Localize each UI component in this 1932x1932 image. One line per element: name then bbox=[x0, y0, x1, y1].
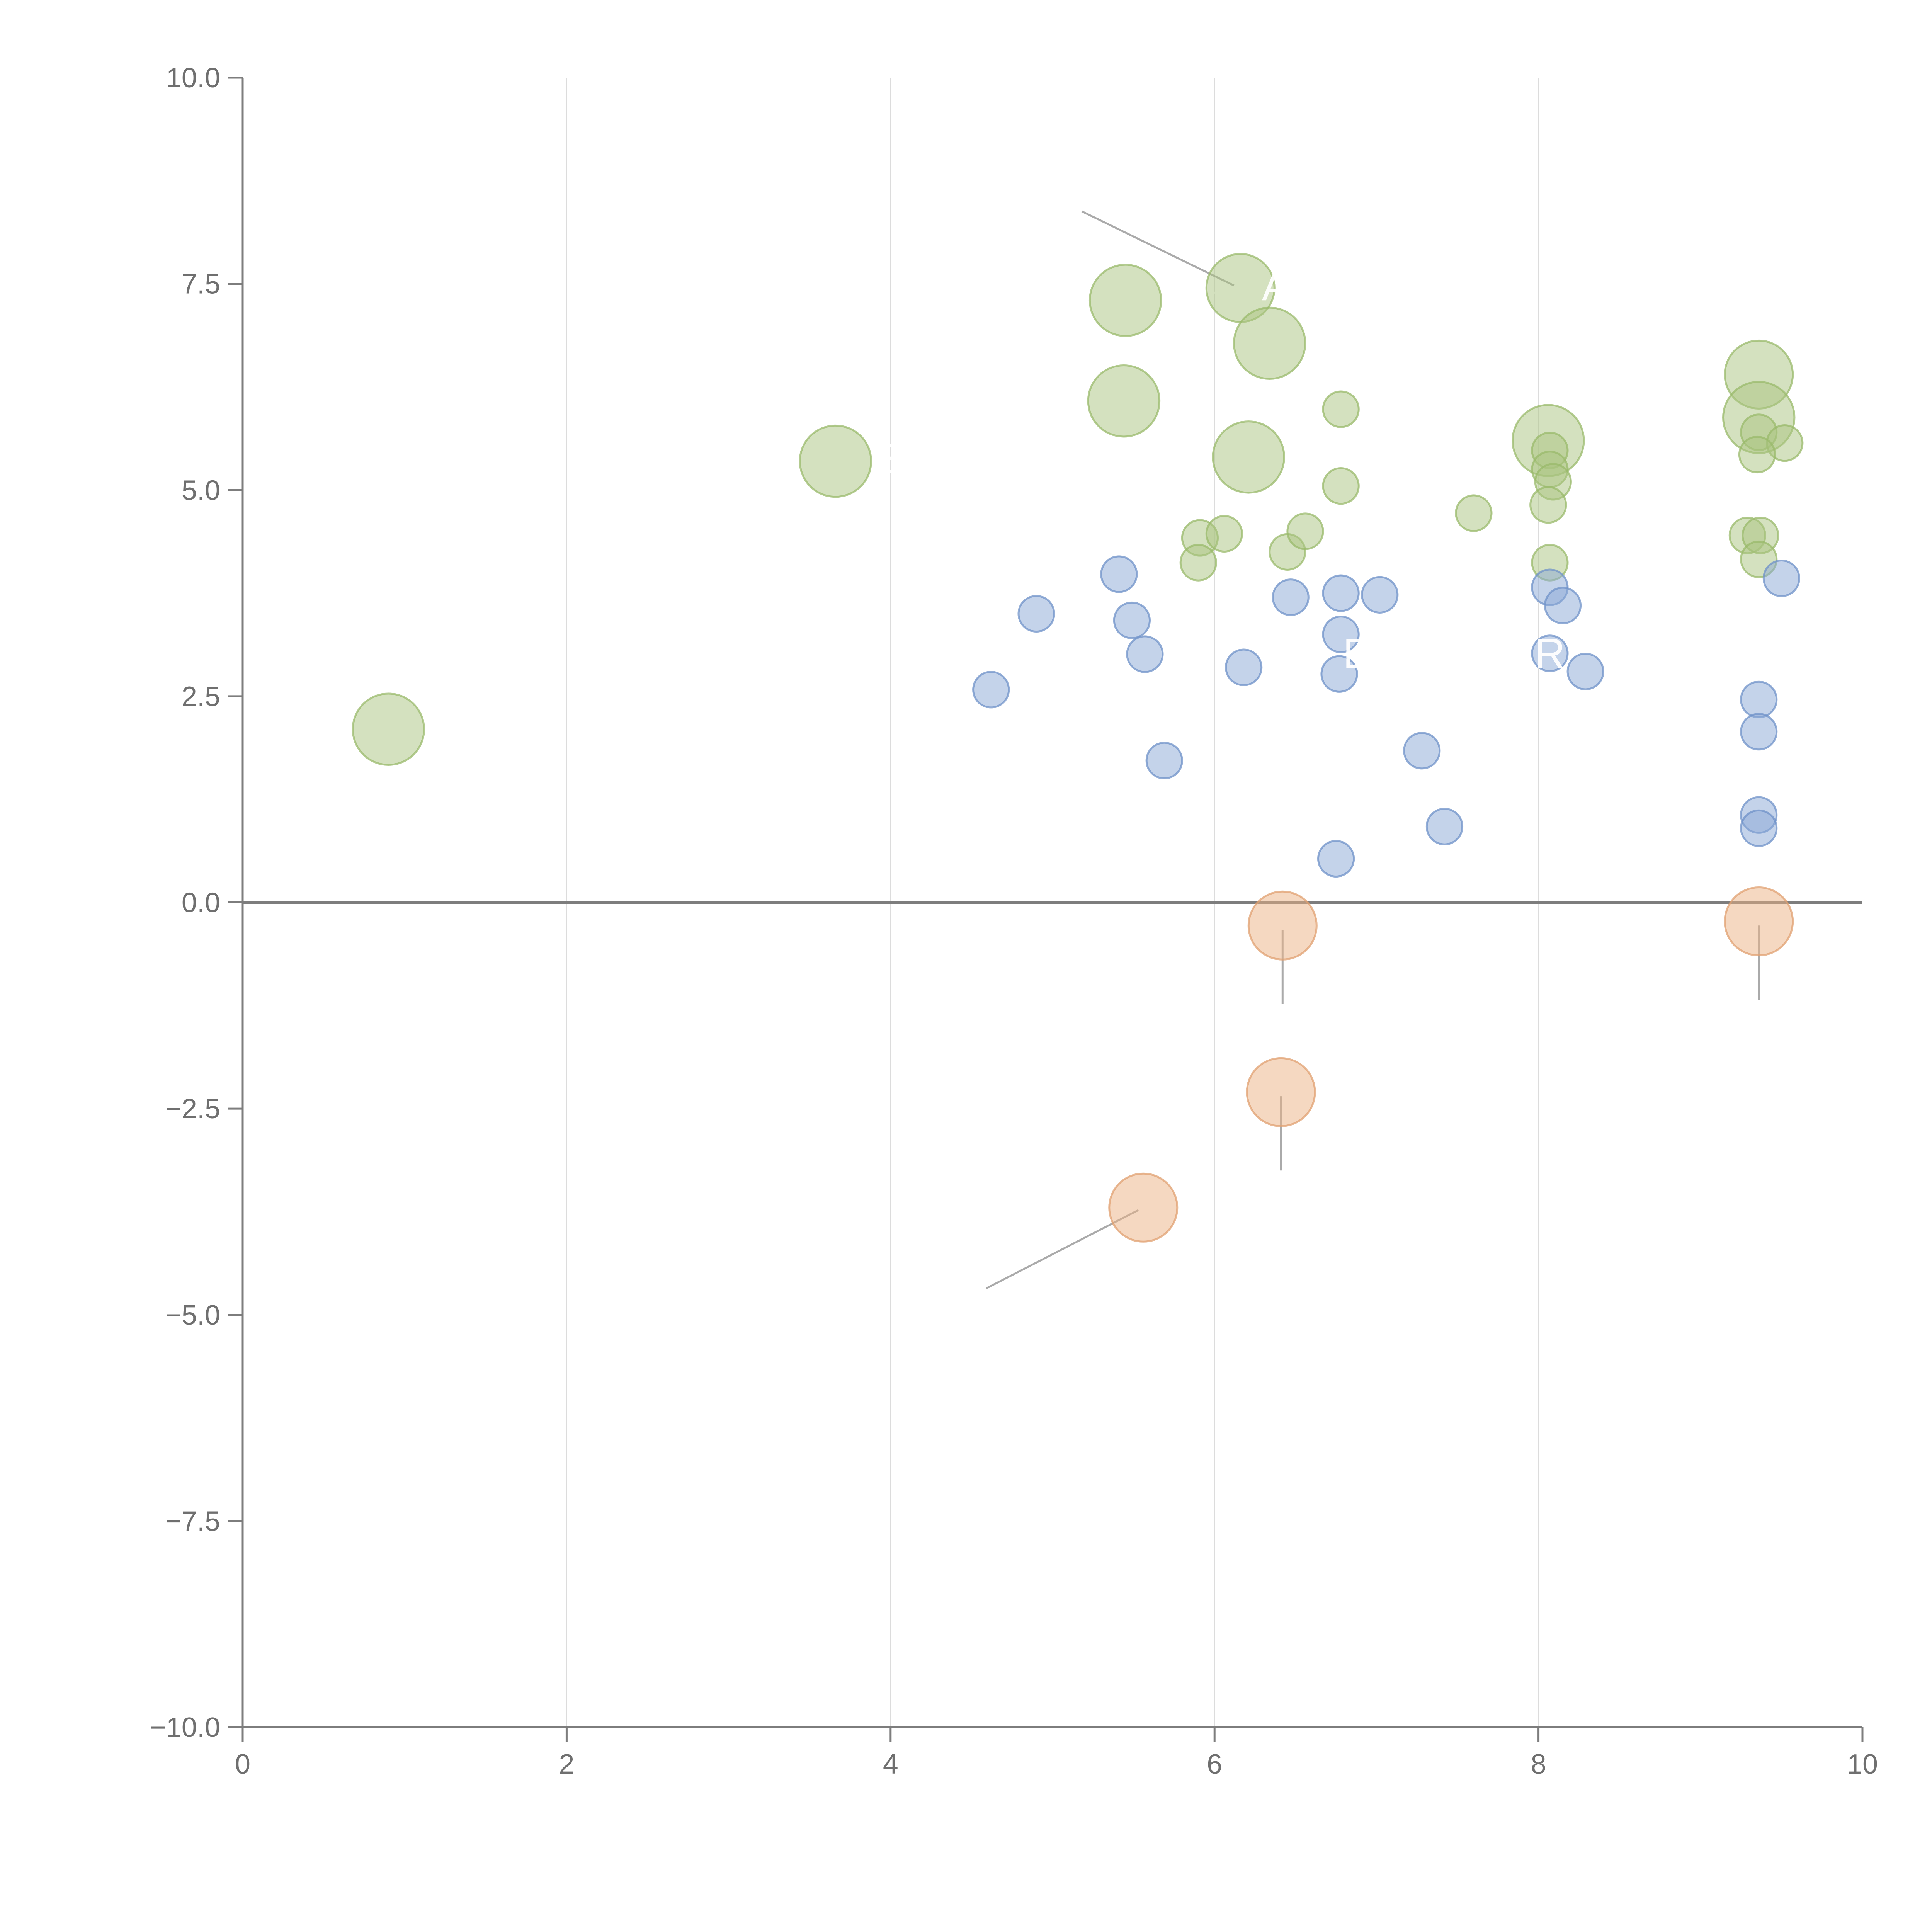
blue-point bbox=[1762, 560, 1801, 597]
green-point bbox=[1179, 544, 1217, 582]
blue-point bbox=[1425, 808, 1464, 845]
green-point bbox=[1088, 264, 1162, 337]
green-point bbox=[1529, 486, 1567, 524]
y-tick-label: −2.5 bbox=[165, 1094, 220, 1124]
green-point bbox=[1212, 420, 1285, 494]
blue-point bbox=[972, 671, 1010, 709]
x-tick-label: 0 bbox=[235, 1749, 250, 1780]
blue-point bbox=[1126, 635, 1164, 673]
orange-point bbox=[1724, 886, 1794, 957]
y-tick-label: 5.0 bbox=[182, 475, 220, 506]
orange-point bbox=[1246, 1057, 1316, 1127]
green-point bbox=[1322, 467, 1360, 505]
blue-point bbox=[1403, 732, 1441, 770]
orange-point bbox=[1108, 1172, 1179, 1243]
green-point bbox=[1233, 306, 1306, 380]
green-point bbox=[1738, 435, 1776, 474]
blue-point bbox=[1113, 601, 1151, 639]
blue-point bbox=[1322, 574, 1360, 612]
blue-point bbox=[1740, 809, 1778, 847]
point-annotation: E bbox=[1343, 630, 1371, 677]
point-annotation: - bbox=[1118, 330, 1133, 378]
green-point bbox=[1455, 494, 1493, 532]
blue-point bbox=[1544, 587, 1582, 624]
green-point bbox=[1322, 390, 1360, 428]
point-annotation: R bbox=[1534, 630, 1565, 677]
point-annotation: E bbox=[875, 435, 903, 483]
x-tick-label: 8 bbox=[1531, 1749, 1546, 1780]
blue-point bbox=[1145, 742, 1183, 779]
blue-point bbox=[1272, 578, 1310, 616]
y-tick-label: 2.5 bbox=[182, 681, 220, 712]
blue-point bbox=[1531, 634, 1569, 672]
blue-point bbox=[1225, 648, 1263, 686]
blue-point bbox=[1317, 840, 1355, 878]
y-tick-label: 10.0 bbox=[166, 63, 220, 94]
blue-point bbox=[1361, 576, 1399, 614]
y-tick-label: 0.0 bbox=[182, 888, 220, 918]
point-layer bbox=[352, 253, 1804, 1243]
blue-point bbox=[1322, 616, 1360, 653]
label-layer: A E R E - bbox=[875, 262, 1565, 677]
blue-point bbox=[1320, 655, 1358, 693]
x-tick-label: 4 bbox=[883, 1749, 898, 1780]
y-tick-label: −10.0 bbox=[150, 1712, 220, 1743]
orange-point bbox=[1247, 890, 1318, 961]
green-point bbox=[352, 692, 425, 766]
blue-point bbox=[1017, 595, 1055, 633]
point-annotation: A bbox=[1262, 262, 1291, 310]
y-tick-label: −5.0 bbox=[165, 1300, 220, 1331]
axes-layer: 0 2 4 6 8 10 10.0 7.5 5.0 2.5 0.0 −2.5 −5.0 −7.5 −10.0 bbox=[150, 63, 1878, 1780]
green-point bbox=[1205, 515, 1243, 553]
blue-point bbox=[1740, 713, 1778, 751]
blue-point bbox=[1566, 653, 1604, 690]
x-tick-label: 6 bbox=[1207, 1749, 1222, 1780]
y-tick-label: 7.5 bbox=[182, 269, 220, 300]
green-point bbox=[1286, 512, 1324, 550]
x-tick-label: 10 bbox=[1847, 1749, 1878, 1780]
leader-line bbox=[1081, 210, 1235, 287]
y-tick-label: −7.5 bbox=[165, 1506, 220, 1537]
green-point bbox=[1087, 364, 1161, 438]
blue-point bbox=[1740, 680, 1778, 719]
x-tick-label: 2 bbox=[559, 1749, 574, 1780]
blue-point bbox=[1100, 555, 1138, 593]
green-point bbox=[799, 424, 872, 498]
